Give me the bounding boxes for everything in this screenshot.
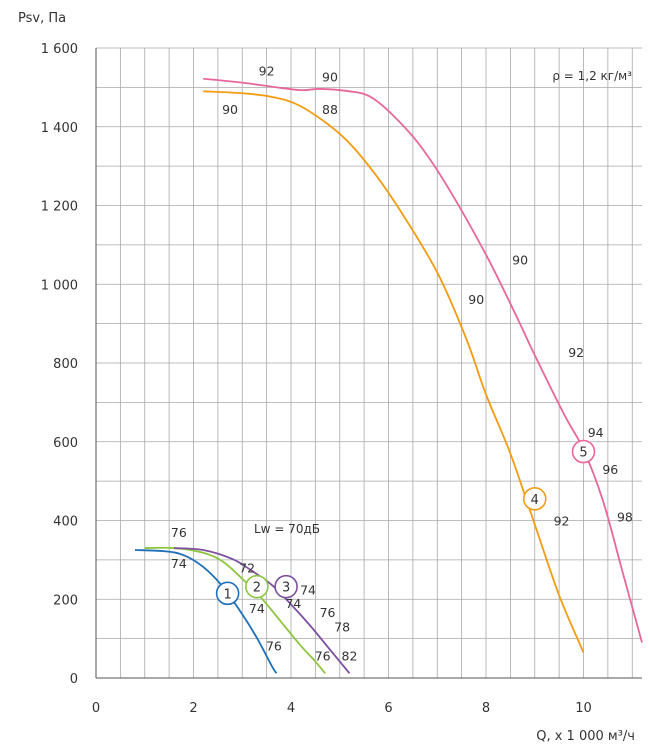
series-marker-5: 5 <box>571 439 596 464</box>
curve-annotation: 90 <box>468 292 484 307</box>
series-marker-label-3: 3 <box>282 581 290 596</box>
curve-annotation: 76 <box>266 639 282 654</box>
curve-annotation: 76 <box>315 648 331 663</box>
curve-annotation: 90 <box>322 70 338 85</box>
noise-level-note: Lw = 70дБ <box>254 522 320 536</box>
series-marker-circle-2 <box>245 574 269 599</box>
curve-annotation: 88 <box>322 102 338 117</box>
curve-annotation: 76 <box>320 605 336 620</box>
series-marker-label-5: 5 <box>579 446 587 461</box>
series-marker-circle-1 <box>215 581 240 606</box>
x-tick-label: 10 <box>575 701 592 716</box>
density-note: ρ = 1,2 кг/м³ <box>552 69 632 83</box>
curve-annotation: 74 <box>285 596 301 611</box>
y-tick-label: 400 <box>53 515 78 530</box>
y-tick-label: 1 600 <box>41 42 78 57</box>
y-tick-label: 600 <box>53 436 78 451</box>
series-marker-circle-5 <box>571 439 596 464</box>
series-marker-circle-3 <box>274 574 298 599</box>
series-marker-circle-4 <box>522 487 547 511</box>
x-axis-title: Q, х 1 000 м³/ч <box>536 729 635 744</box>
grid <box>95 47 642 679</box>
axes: 0 2 4 6 8 10 0 200 400 600 800 1 000 1 200 1 400 1 600 <box>41 42 642 716</box>
series-marker-1: 1 <box>215 581 240 606</box>
x-tick-label: 8 <box>482 701 490 716</box>
series-line-4 <box>203 90 585 653</box>
curve-annotation: 76 <box>171 525 187 540</box>
series-line-5 <box>203 77 643 643</box>
curve-annotation: 92 <box>259 64 275 79</box>
series-marker-label-4: 4 <box>531 493 539 508</box>
y-tick-label: 1 000 <box>41 278 78 293</box>
curve-annotation: 74 <box>300 583 316 598</box>
x-tick-label: 6 <box>384 701 392 716</box>
y-tick-label: 1 400 <box>41 121 78 136</box>
series-marker-label-2: 2 <box>253 581 261 596</box>
y-axis-title: Psv, Па <box>18 11 66 26</box>
curve-annotation: 94 <box>588 425 604 440</box>
series-markers: 1 2 3 4 5 <box>215 439 596 606</box>
x-tick-label: 0 <box>92 701 100 716</box>
curve-annotation: 98 <box>617 509 633 524</box>
curve-annotation: 82 <box>342 648 358 663</box>
y-tick-label: 0 <box>70 672 78 687</box>
curve-annotation: 96 <box>602 462 618 477</box>
y-tick-label: 1 200 <box>41 200 78 215</box>
curve-annotation: 92 <box>568 345 584 360</box>
y-tick-label: 800 <box>53 357 78 372</box>
curve-annotation: 90 <box>512 253 528 268</box>
series-marker-label-1: 1 <box>223 587 231 602</box>
y-tick-label: 200 <box>53 593 78 608</box>
curve-annotation: 92 <box>554 513 570 528</box>
x-tick-label: 2 <box>189 701 197 716</box>
curve-annotation: 74 <box>249 601 265 616</box>
curve-annotation: 72 <box>239 561 255 576</box>
curve-annotation: 90 <box>222 102 238 117</box>
curve-annotation: 78 <box>334 620 350 635</box>
curve-annotation: 74 <box>171 556 187 571</box>
series-marker-3: 3 <box>274 574 298 599</box>
series-marker-2: 2 <box>245 574 269 599</box>
series-marker-4: 4 <box>522 487 547 511</box>
series-line-3 <box>173 547 351 674</box>
x-tick-label: 4 <box>287 701 295 716</box>
